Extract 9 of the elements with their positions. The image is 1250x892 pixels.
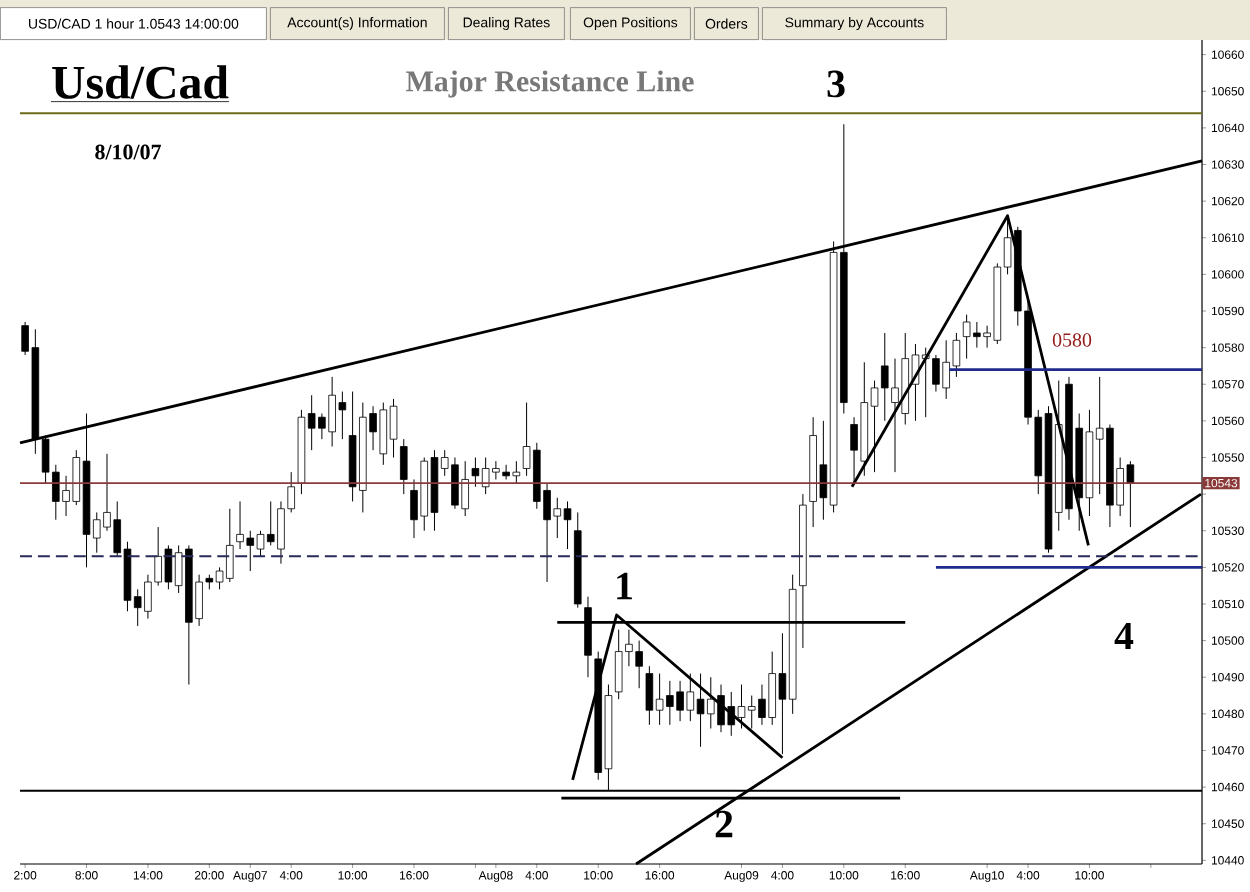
annotation: 2 — [715, 810, 733, 838]
annotation: 4 — [1114, 622, 1134, 650]
annotation: Major Resistance Line — [406, 70, 694, 98]
annotation: 3 — [827, 70, 845, 98]
chart-title: Usd/Cad — [52, 65, 229, 99]
annotation: 0580 — [1052, 333, 1092, 347]
candlestick — [399, 438, 408, 495]
annotation: 1 — [617, 572, 632, 600]
annotation: 8/10/07 — [95, 144, 161, 160]
